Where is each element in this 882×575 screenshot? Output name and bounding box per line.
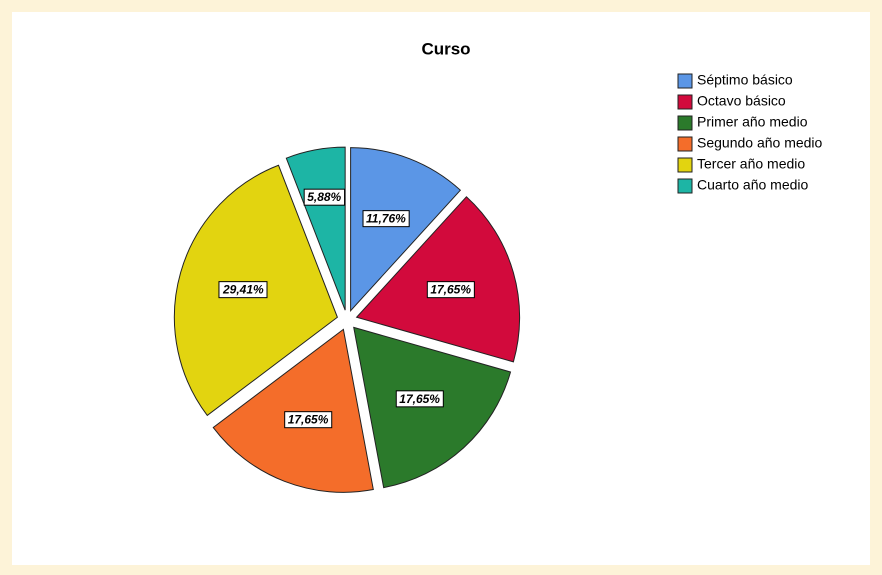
data-label-box [303, 188, 346, 206]
legend-swatch [677, 157, 693, 173]
data-label: 29,41% [222, 283, 264, 297]
legend-label: Octavo básico [697, 93, 786, 109]
legend-label: Primer año medio [697, 114, 808, 130]
pie-slice [285, 146, 346, 311]
data-label: 5,88% [307, 190, 341, 204]
data-label: 17,65% [430, 283, 471, 297]
data-label-box [426, 281, 475, 299]
data-label-box [218, 281, 268, 299]
legend-swatch [677, 178, 693, 194]
pie-slice [355, 196, 521, 363]
data-label: 17,65% [288, 413, 329, 427]
legend-swatch [677, 73, 693, 89]
legend-swatch [677, 115, 693, 131]
data-label-box [395, 390, 444, 408]
pie-slice [350, 147, 462, 312]
legend-swatch [677, 136, 693, 152]
data-label-box [284, 411, 333, 429]
pie-slice [212, 328, 374, 493]
pie-slice [353, 326, 512, 489]
legend-swatch [677, 94, 693, 110]
chart-title: Curso [421, 39, 470, 58]
legend-label: Segundo año medio [697, 135, 823, 151]
data-label: 17,65% [399, 392, 440, 406]
data-label-box [362, 210, 410, 228]
data-label: 11,76% [366, 212, 406, 226]
legend-label: Cuarto año medio [697, 177, 809, 193]
legend-label: Séptimo básico [697, 72, 793, 88]
legend-label: Tercer año medio [697, 156, 805, 172]
